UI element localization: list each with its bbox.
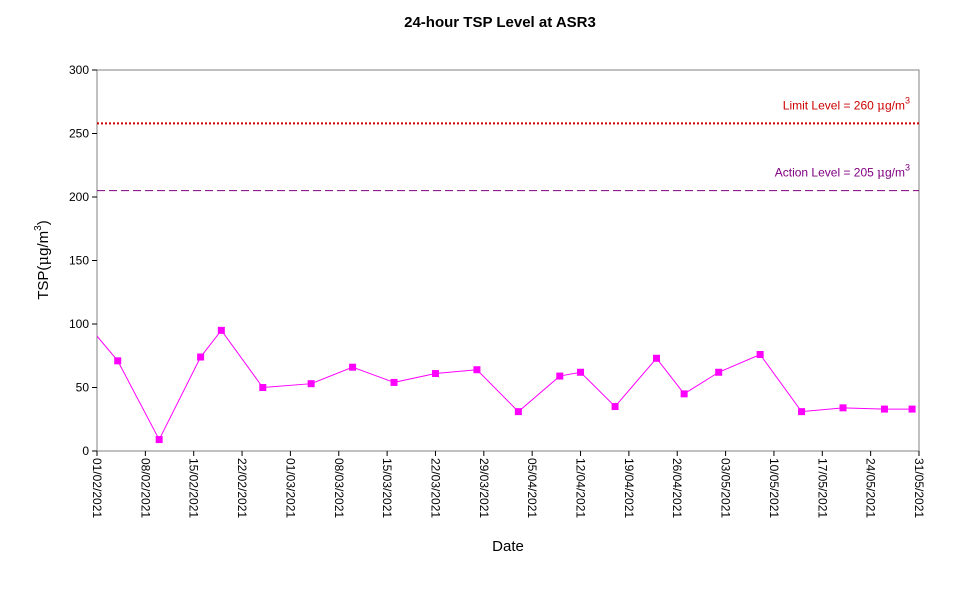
data-point bbox=[390, 378, 398, 386]
data-point bbox=[715, 368, 723, 376]
series-tsp bbox=[97, 326, 916, 444]
x-tick-label: 01/03/2021 bbox=[283, 458, 297, 518]
data-point bbox=[756, 350, 764, 358]
x-tick-label: 05/04/2021 bbox=[525, 458, 539, 518]
x-tick-label: 19/04/2021 bbox=[622, 458, 636, 518]
data-point bbox=[349, 363, 357, 371]
chart-title: 24-hour TSP Level at ASR3 bbox=[404, 14, 596, 31]
x-tick-label: 24/05/2021 bbox=[864, 458, 878, 518]
reference-label-prefix: Limit Level = 260 bbox=[783, 98, 877, 112]
data-point bbox=[307, 380, 315, 388]
x-tick-label: 29/03/2021 bbox=[477, 458, 491, 518]
y-axis-label-mu: μ bbox=[34, 256, 52, 266]
reference-label-mu: μ bbox=[877, 166, 885, 180]
x-tick-label: 22/02/2021 bbox=[235, 458, 249, 518]
x-tick-label: 12/04/2021 bbox=[574, 458, 588, 518]
x-axis-label: Date bbox=[492, 538, 524, 555]
x-tick-label: 10/05/2021 bbox=[767, 458, 781, 518]
data-point bbox=[197, 353, 205, 361]
plot-area bbox=[96, 69, 920, 452]
data-point bbox=[680, 390, 688, 398]
x-tick-label: 08/03/2021 bbox=[332, 458, 346, 518]
x-tick-label: 08/02/2021 bbox=[138, 458, 152, 518]
y-tick-label: 50 bbox=[76, 381, 90, 395]
y-tick-label: 100 bbox=[69, 317, 89, 331]
x-axis: 01/02/2021 08/02/2021 15/02/2021 22/02/2021… bbox=[90, 451, 926, 518]
y-tick-label: 250 bbox=[69, 127, 89, 141]
x-tick-label: 22/03/2021 bbox=[428, 458, 442, 518]
data-point bbox=[908, 405, 916, 413]
x-tick-label: 03/05/2021 bbox=[719, 458, 733, 518]
reference-label-unit: g/m bbox=[885, 166, 905, 180]
data-point bbox=[217, 326, 225, 334]
series-line bbox=[97, 329, 913, 441]
reference-label-sup: 3 bbox=[905, 163, 910, 173]
data-point bbox=[653, 354, 661, 362]
data-point bbox=[114, 357, 122, 365]
y-axis-label-prefix: TSP( bbox=[35, 266, 52, 300]
y-tick-label: 0 bbox=[82, 444, 89, 458]
y-axis-label-sup: 3 bbox=[33, 225, 44, 231]
y-axis-label-suffix: ) bbox=[35, 220, 52, 225]
y-axis-label: TSP(μg/m3) bbox=[33, 220, 52, 300]
data-point bbox=[577, 368, 585, 376]
reference-label-mu: μ bbox=[877, 98, 885, 112]
reference-label-sup: 3 bbox=[905, 95, 910, 105]
reference-label-prefix: Action Level = 205 bbox=[775, 166, 877, 180]
data-point bbox=[259, 384, 267, 391]
data-point bbox=[556, 372, 564, 380]
x-tick-label: 01/02/2021 bbox=[90, 458, 104, 518]
reference-label-unit: g/m bbox=[885, 98, 905, 112]
y-axis-label-unit: g/m bbox=[35, 231, 52, 256]
x-tick-label: 31/05/2021 bbox=[912, 458, 926, 518]
data-point bbox=[514, 408, 522, 416]
x-tick-label: 15/03/2021 bbox=[380, 458, 394, 518]
x-tick-label: 15/02/2021 bbox=[187, 458, 201, 518]
x-tick-label: 17/05/2021 bbox=[815, 458, 829, 518]
data-point bbox=[798, 408, 806, 416]
data-point bbox=[431, 370, 439, 378]
data-point bbox=[839, 404, 847, 412]
reference-line-label: Action Level = 205 μg/m3 bbox=[775, 163, 910, 180]
y-tick-label: 200 bbox=[69, 190, 89, 204]
data-point bbox=[155, 436, 163, 444]
y-tick-label: 300 bbox=[69, 63, 89, 77]
x-tick-label: 26/04/2021 bbox=[670, 458, 684, 518]
y-axis: 0 50 100 150 200 250 300 bbox=[69, 63, 97, 458]
reference-line-label: Limit Level = 260 μg/m3 bbox=[783, 95, 910, 112]
data-point bbox=[611, 403, 619, 411]
data-point bbox=[880, 405, 888, 413]
y-tick-label: 150 bbox=[69, 254, 89, 268]
data-point bbox=[473, 366, 481, 374]
